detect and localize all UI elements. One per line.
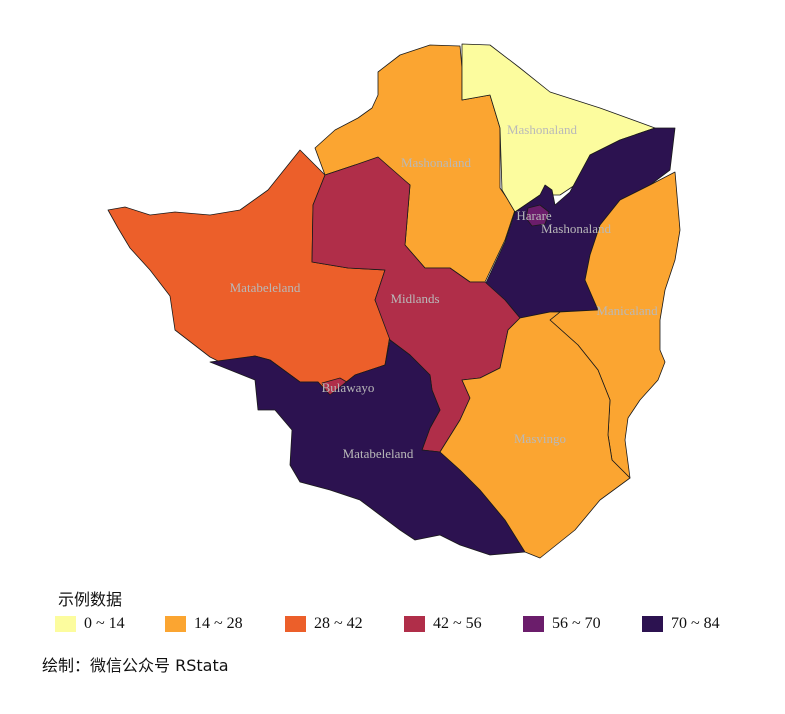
legend-item: 14 ~ 28 xyxy=(165,612,243,636)
legend-item: 70 ~ 84 xyxy=(642,612,720,636)
legend-swatch xyxy=(404,616,425,632)
legend-title: 示例数据 xyxy=(58,590,123,609)
region-label: Mashonaland xyxy=(541,221,612,236)
region-label: Masvingo xyxy=(514,431,566,446)
legend-label: 70 ~ 84 xyxy=(671,615,720,632)
legend-item: 0 ~ 14 xyxy=(55,612,125,636)
legend-swatch xyxy=(165,616,186,632)
legend-label: 0 ~ 14 xyxy=(84,615,125,632)
region-label: Matabeleland xyxy=(343,446,414,461)
legend-label: 14 ~ 28 xyxy=(194,615,243,632)
region-label: Manicaland xyxy=(596,303,658,318)
legend-label: 42 ~ 56 xyxy=(433,615,482,632)
region-label: Mashonaland xyxy=(507,122,578,137)
region-label: Harare xyxy=(516,208,552,223)
legend-swatch xyxy=(285,616,306,632)
legend-label: 56 ~ 70 xyxy=(552,615,601,632)
region-harare[interactable] xyxy=(525,204,550,227)
legend-swatch xyxy=(642,616,663,632)
legend-label: 28 ~ 42 xyxy=(314,615,363,632)
legend-swatch xyxy=(55,616,76,632)
region-label: Midlands xyxy=(390,291,439,306)
region-label: Mashonaland xyxy=(401,155,472,170)
region-label: Bulawayo xyxy=(322,380,375,395)
region-label: Matabeleland xyxy=(230,280,301,295)
legend-item: 56 ~ 70 xyxy=(523,612,601,636)
region-masvingo[interactable] xyxy=(439,311,631,559)
region-matabeleland-north[interactable] xyxy=(107,149,391,396)
legend-item: 28 ~ 42 xyxy=(285,612,363,636)
choropleth-map: Mashonaland Mashonaland Mashonaland Hara… xyxy=(107,43,681,559)
legend-swatch xyxy=(523,616,544,632)
legend-item: 42 ~ 56 xyxy=(404,612,482,636)
legend: 0 ~ 14 14 ~ 28 28 ~ 42 42 ~ 56 56 ~ 70 7… xyxy=(55,612,755,636)
caption: 绘制：微信公众号 RStata xyxy=(42,656,229,675)
